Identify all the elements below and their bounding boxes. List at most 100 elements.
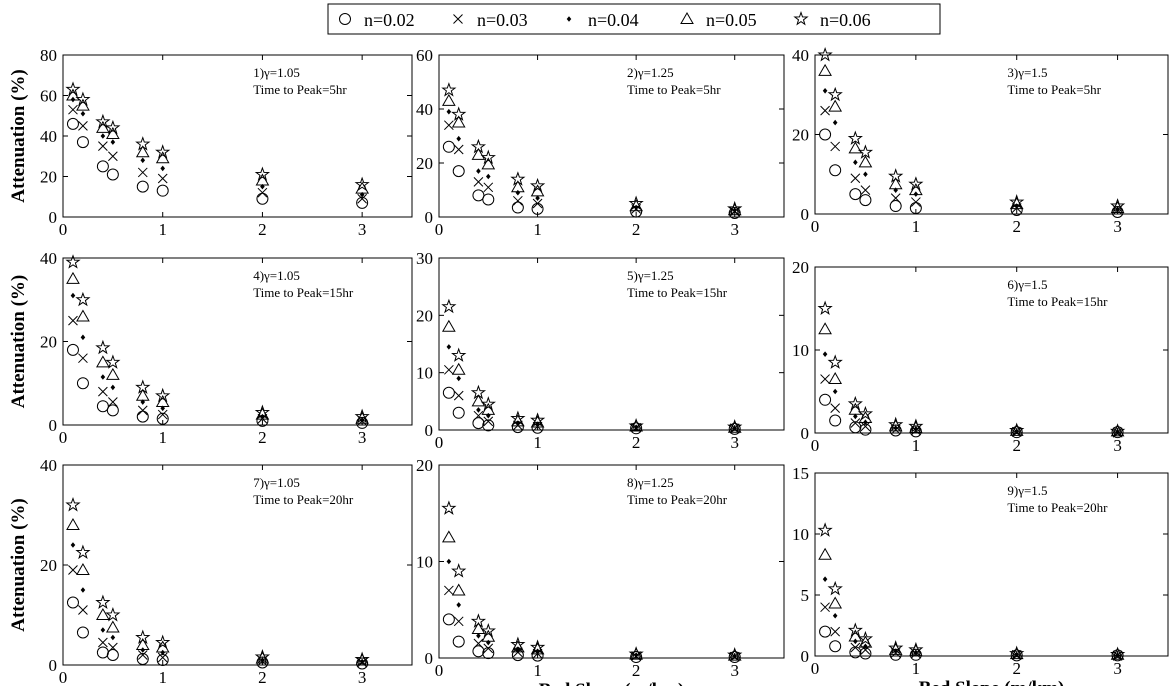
data-point: [633, 204, 639, 211]
data-point: [100, 374, 106, 380]
data-point: [105, 606, 121, 622]
data-point: [76, 136, 89, 149]
legend: n=0.02 n=0.03 n=0.04 n=0.05 n=0.06: [327, 3, 941, 35]
data-point: [76, 626, 89, 639]
data-point: [256, 192, 269, 205]
data-point: [822, 351, 828, 357]
panel-annotation-gamma: 9)γ=1.5: [1007, 483, 1047, 498]
x-tick-label: 1: [158, 220, 167, 239]
data-point: [135, 637, 150, 650]
data-point: [908, 641, 924, 657]
panel-annotation-time: Time to Peak=5hr: [253, 82, 347, 97]
panel-annotation-gamma: 6)γ=1.5: [1007, 277, 1047, 292]
data-point: [727, 647, 743, 662]
data-point: [471, 147, 486, 160]
data-point: [485, 639, 491, 646]
data-point: [1014, 203, 1020, 209]
data-point: [827, 86, 843, 102]
data-point: [255, 173, 270, 186]
panel-annotation-gamma: 8)γ=1.25: [627, 475, 674, 490]
y-tick-label: 80: [40, 46, 57, 65]
x-tick-label: 3: [730, 220, 739, 239]
x-tick-label: 3: [1113, 659, 1122, 678]
data-point: [451, 115, 466, 128]
x-tick-label: 2: [1012, 217, 1021, 236]
data-points: [65, 254, 370, 429]
panel-3: 0 1 2 3 0 20 40 3)γ=1.5 Time to Peak=5hr: [792, 46, 1169, 236]
data-point: [70, 542, 76, 548]
data-point: [819, 625, 832, 638]
panel-8: 0 1 2 3 0 10 20 8)γ=1.25 Time to Peak=20hr Bed Sl…: [416, 456, 785, 686]
data-point: [136, 410, 149, 423]
data-point: [510, 171, 526, 186]
data-point: [889, 200, 902, 213]
data-point: [480, 396, 496, 411]
data-point: [1111, 426, 1124, 439]
data-point: [80, 587, 86, 593]
data-point: [155, 395, 170, 408]
x-tick-label: 0: [59, 428, 68, 447]
panel-2: 0 1 2 3 0 20 40 60 2)γ=1.25 Time to Peak=5hr: [416, 46, 785, 239]
data-point: [100, 133, 106, 139]
plot-frame: [814, 266, 1169, 434]
data-point: [442, 613, 455, 626]
data-point: [530, 184, 545, 197]
x-axis-label: Bed Slope (m/km): [919, 678, 1065, 686]
y-axis-label: Attenuation (%): [8, 498, 29, 632]
data-point: [155, 144, 171, 159]
x-tick-label: 0: [435, 220, 444, 239]
data-point: [853, 159, 858, 166]
data-point: [848, 629, 863, 642]
data-point: [472, 189, 485, 202]
x-tick-label: 2: [1012, 659, 1021, 678]
data-point: [888, 640, 904, 655]
panel-7: 0 1 2 3 0 20 40 7)γ=1.05 Time to Peak=20hr Attenu…: [8, 456, 413, 686]
data-point: [628, 195, 644, 211]
x-tick-label: 0: [59, 220, 68, 239]
data-point: [68, 104, 78, 115]
data-point: [913, 191, 919, 197]
data-point: [260, 413, 265, 420]
data-point: [857, 144, 874, 159]
data-point: [863, 171, 868, 178]
data-point: [728, 651, 741, 664]
data-point: [1009, 194, 1025, 209]
data-point: [908, 418, 924, 433]
legend-triangle-icon: [680, 11, 694, 24]
data-point: [78, 121, 88, 131]
data-point: [817, 46, 833, 62]
data-point: [444, 120, 454, 131]
y-tick-label: 40: [40, 456, 57, 475]
data-point: [1115, 428, 1120, 435]
data-point: [820, 602, 830, 613]
x-tick-label: 2: [258, 220, 267, 239]
data-point: [68, 315, 78, 326]
data-point: [818, 547, 832, 560]
data-point: [446, 344, 452, 350]
data-point: [529, 639, 546, 654]
data-point: [70, 292, 76, 299]
data-point: [96, 400, 109, 413]
y-tick-label: 20: [40, 168, 57, 187]
y-axis-label: Attenuation (%): [8, 69, 29, 203]
data-point: [472, 417, 485, 430]
data-point: [441, 82, 457, 97]
legend-star-icon: [793, 10, 809, 26]
x-tick-label: 0: [811, 217, 820, 236]
data-point: [1109, 198, 1126, 213]
panel-annotation-time: Time to Peak=15hr: [627, 285, 728, 300]
data-point: [511, 201, 524, 214]
panel-annotation-time: Time to Peak=5hr: [627, 82, 721, 97]
y-tick-label: 0: [425, 421, 434, 440]
panel-annotation-gamma: 3)γ=1.5: [1007, 65, 1047, 80]
data-point: [95, 594, 111, 610]
data-point: [137, 167, 148, 178]
data-point: [441, 93, 456, 106]
data-point: [135, 629, 151, 645]
data-point: [471, 622, 486, 635]
plot-frame: [814, 54, 1169, 215]
data-point: [359, 417, 365, 423]
x-tick-label: 1: [533, 433, 542, 452]
data-point: [442, 386, 455, 399]
data-point: [470, 613, 487, 628]
